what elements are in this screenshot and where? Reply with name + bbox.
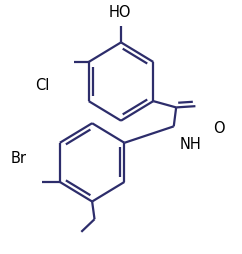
Text: Cl: Cl — [36, 78, 50, 93]
Text: Br: Br — [11, 151, 27, 166]
Text: HO: HO — [109, 5, 131, 20]
Text: O: O — [213, 121, 224, 136]
Text: NH: NH — [180, 137, 202, 152]
